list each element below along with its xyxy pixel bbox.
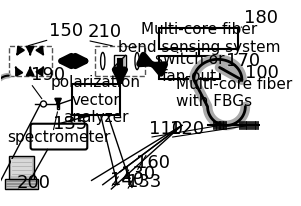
Text: Multi-core fiber
with FBGs: Multi-core fiber with FBGs [175,77,292,109]
Polygon shape [114,56,125,67]
Text: 140: 140 [110,170,144,188]
Text: 180: 180 [244,9,278,27]
Text: 190: 190 [31,66,65,84]
Bar [159,56,219,79]
Ellipse shape [135,53,139,70]
Circle shape [40,101,46,107]
Bar [95,47,145,76]
FancyBboxPatch shape [11,159,32,176]
Bar [159,28,238,49]
Text: 150: 150 [49,22,83,40]
FancyBboxPatch shape [5,179,38,189]
Ellipse shape [101,53,105,70]
Text: 133: 133 [127,173,161,191]
Text: 200: 200 [17,174,51,192]
Text: switch or
fan-out: switch or fan-out [154,52,224,84]
Text: 170: 170 [226,52,260,70]
Bar [9,47,51,76]
Text: 100: 100 [245,64,279,82]
Text: spectrometer: spectrometer [7,129,110,144]
FancyBboxPatch shape [9,157,34,179]
Text: 110: 110 [149,120,183,138]
Text: Multi-core fiber
bend sensing system: Multi-core fiber bend sensing system [118,22,280,55]
Text: 160: 160 [136,154,170,172]
Polygon shape [114,56,125,67]
Bar [57,99,59,109]
Text: 210: 210 [87,23,121,41]
Text: 135: 135 [53,115,87,132]
Text: 120: 120 [169,120,203,138]
Bar [72,84,120,115]
FancyBboxPatch shape [31,124,87,150]
Text: polarization
vector
analyzer: polarization vector analyzer [51,75,141,125]
Text: 130: 130 [121,165,155,183]
